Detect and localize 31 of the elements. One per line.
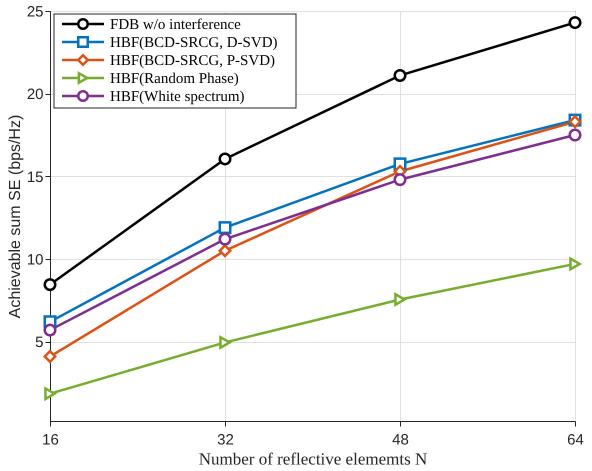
legend-label: HBF(Random Phase) [110, 71, 239, 87]
y-axis-title: Achievable sum SE (bps/Hz) [6, 114, 24, 318]
point [394, 68, 406, 82]
x-axis-title: Number of reflective elememts N [198, 450, 428, 468]
legend-label: HBF(BCD-SRCG, D-SVD) [110, 35, 278, 51]
y-tick-label: 25 [26, 4, 44, 20]
point [568, 16, 582, 30]
point [44, 387, 56, 400]
point [394, 173, 406, 186]
point [569, 257, 581, 270]
point [218, 232, 232, 246]
point [218, 244, 232, 258]
point [568, 128, 582, 142]
point [44, 278, 56, 292]
legend-label: HBF(BCD-SRCG, P-SVD) [110, 53, 276, 69]
x-tick-label: 32 [217, 432, 234, 448]
legend-label: HBF(White spectrum) [110, 89, 245, 105]
y-tick-label: 15 [26, 168, 44, 186]
y-tick-label: 5 [35, 334, 44, 352]
x-tick-label: 64 [567, 432, 584, 448]
point [219, 336, 231, 349]
y-tick-label: 10 [26, 251, 44, 268]
x-tick-label: 48 [392, 432, 409, 448]
point [44, 350, 56, 364]
x-tick-label: 16 [42, 432, 59, 448]
point [218, 152, 232, 166]
point [44, 324, 56, 337]
legend-label: FDB w/o interference [110, 17, 242, 33]
point [218, 221, 232, 234]
y-tick-label: 20 [26, 86, 44, 104]
point [394, 292, 406, 306]
